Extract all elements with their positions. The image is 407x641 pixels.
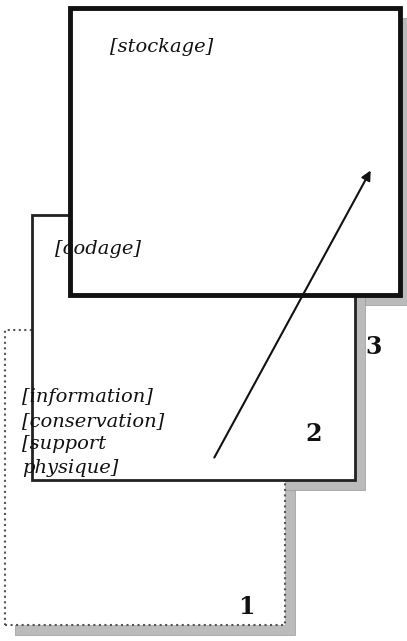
Text: [codage]: [codage] xyxy=(55,240,141,258)
Text: [information]
[conservation]
[support
physique]: [information] [conservation] [support ph… xyxy=(22,388,164,477)
Text: 3: 3 xyxy=(365,335,381,359)
Bar xyxy=(80,18,407,305)
Bar xyxy=(5,330,285,625)
Text: [stockage]: [stockage] xyxy=(110,38,213,56)
Text: 1: 1 xyxy=(238,595,254,619)
Text: 2: 2 xyxy=(305,422,322,446)
Bar xyxy=(32,215,355,480)
Bar xyxy=(42,225,365,490)
Bar xyxy=(15,340,295,635)
Bar xyxy=(70,8,400,295)
